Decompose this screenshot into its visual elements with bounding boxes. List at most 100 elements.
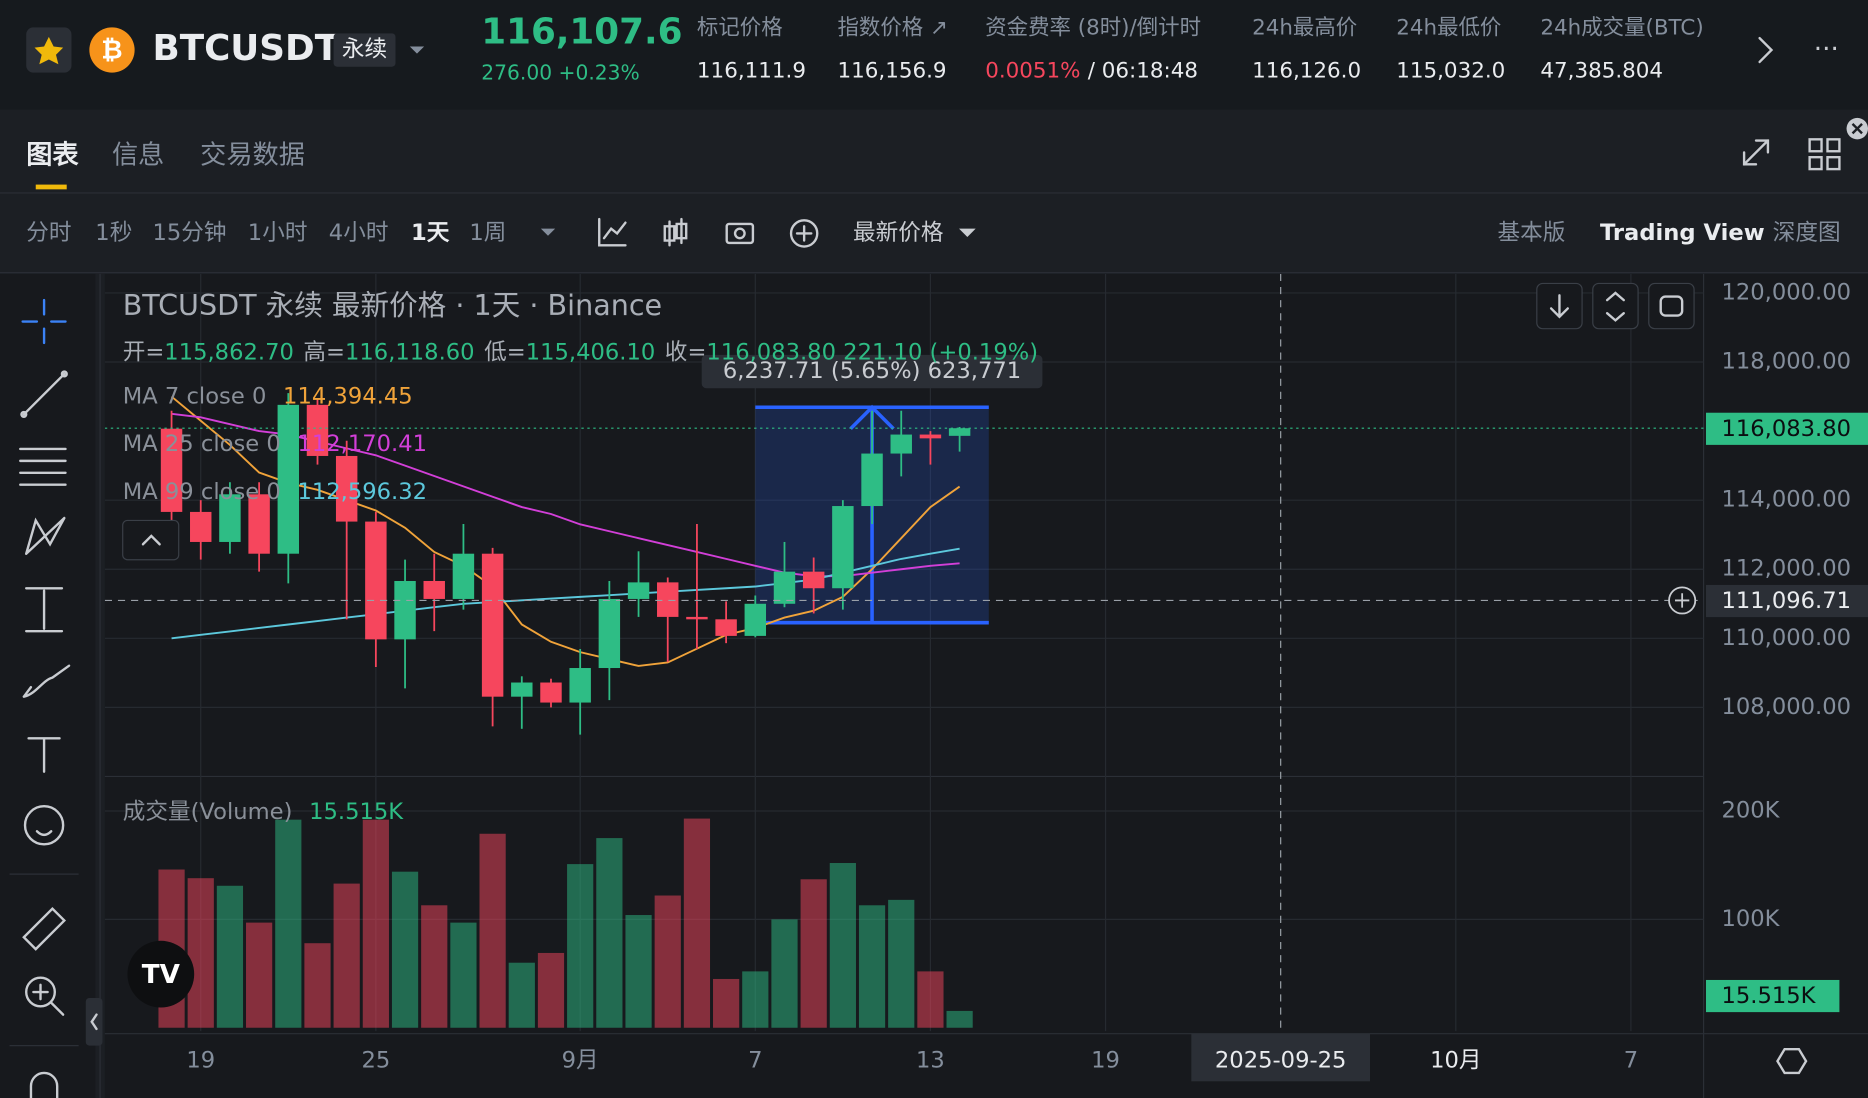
indicator-icon[interactable] [789, 219, 819, 248]
ohlc-label: 高= [303, 339, 345, 365]
chart-buttons[interactable] [1536, 282, 1695, 330]
volume-bar [625, 915, 652, 1028]
stat-value: 0.0051% / 06:18:48 [985, 58, 1198, 83]
axis-settings[interactable] [1776, 1047, 1808, 1075]
more-menu[interactable]: ··· [1814, 35, 1839, 65]
line-chart-icon[interactable] [598, 217, 627, 247]
volume-bar [917, 971, 944, 1028]
header-bg [0, 0, 1868, 105]
collapse-tools[interactable] [85, 997, 103, 1046]
fullscreen-icon[interactable] [1742, 139, 1770, 166]
y-tick-label: 110,000.00 [1721, 625, 1851, 651]
collapse-legend[interactable] [122, 519, 180, 561]
ma-value: 112,596.32 [297, 478, 427, 504]
scroll-right[interactable] [1758, 36, 1774, 64]
price-type[interactable]: 最新价格 [853, 220, 944, 246]
candle-body [773, 571, 796, 604]
candle-body [890, 434, 912, 454]
measure-label: 6,237.71 (5.65%) 623,771 [723, 358, 1021, 384]
stat-label: 资金费率 (8时)/倒计时 [985, 16, 1201, 41]
x-tick-label: 19 [186, 1048, 215, 1074]
tool-column [0, 273, 96, 1098]
stat-value: 47,385.804 [1540, 58, 1663, 83]
candle-body [160, 428, 183, 512]
stat-label: 24h最高价 [1252, 16, 1357, 41]
volume-bar [246, 922, 273, 1028]
stat-value: 115,032.0 [1396, 58, 1505, 83]
y-tick-label: 112,000.00 [1721, 556, 1851, 582]
ohlc-label: 收= [665, 339, 707, 365]
candle-body [627, 582, 650, 599]
candle-body [423, 580, 445, 599]
crosshair-price-box [1705, 584, 1868, 618]
view-option[interactable]: 基本版 [1497, 220, 1565, 246]
layout-icon[interactable] [1808, 138, 1841, 171]
view-option[interactable]: 深度图 [1773, 220, 1841, 246]
volume-legend: 成交量(Volume) 15.515K [123, 799, 405, 825]
candle-body [744, 603, 767, 636]
stat-label: 24h最低价 [1396, 16, 1501, 41]
btc-glyph: ₿ [101, 36, 122, 66]
volume-title: 成交量(Volume) [123, 799, 293, 825]
stat-label: 标记价格 [697, 16, 783, 41]
ohlc-label: 开= [123, 339, 165, 365]
tab[interactable]: 交易数据 [200, 141, 305, 171]
drawing-tools[interactable] [19, 298, 71, 1098]
volume-bar [888, 899, 915, 1028]
candle-body [598, 598, 621, 669]
view-option[interactable]: Trading View [1600, 220, 1765, 246]
volume-bar [508, 962, 535, 1028]
star-icon [34, 36, 64, 65]
stat-label: 指数价格 ↗ [838, 16, 948, 41]
symbol[interactable]: BTCUSDT [152, 28, 339, 69]
volume-bar [567, 864, 594, 1028]
interval[interactable]: 15分钟 [152, 220, 226, 246]
tab[interactable]: 信息 [112, 141, 164, 171]
candle-body [861, 453, 883, 507]
more-intervals[interactable] [540, 228, 556, 236]
x-tick-label: 7 [1624, 1048, 1638, 1074]
ohlc-value: 116,083.80 221.10 (+0.19%) [706, 339, 1038, 365]
volume-tick-label: 100K [1721, 906, 1780, 932]
interval[interactable]: 分时 [26, 220, 71, 246]
crosshair-date: 2025-09-25 [1215, 1048, 1347, 1074]
y-tick-label: 118,000.00 [1721, 349, 1851, 375]
interval[interactable]: 1天 [411, 220, 450, 246]
volume-bar [450, 922, 477, 1028]
close-icon [1851, 123, 1863, 135]
volume-bar [187, 878, 214, 1028]
crosshair-price: 111,096.71 [1721, 588, 1851, 614]
interval[interactable]: 1周 [469, 220, 506, 246]
interval[interactable]: 4小时 [329, 220, 389, 246]
dropdown-icon[interactable] [409, 46, 425, 54]
interval[interactable]: 1小时 [248, 220, 308, 246]
ma-legend: MA 99 close 0 112,596.32 [123, 478, 427, 504]
candle-icon[interactable] [663, 217, 688, 247]
candle-body [277, 404, 300, 554]
volume-bar [683, 818, 711, 1028]
x-tick-label: 25 [361, 1048, 390, 1074]
interval[interactable]: 1秒 [95, 220, 132, 246]
price-change: 276.00 +0.23% [481, 60, 639, 84]
stat-number: 115,032.0 [1396, 58, 1505, 83]
ma-line [171, 547, 960, 640]
candle-body [394, 580, 416, 640]
ohlc-value: 115,406.10 [526, 339, 656, 365]
crosshair-date-box [1191, 1033, 1371, 1082]
volume-bar [829, 863, 856, 1028]
candle-body [715, 619, 737, 636]
tab[interactable]: 图表 [26, 141, 79, 171]
price-type-dropdown[interactable] [959, 228, 976, 237]
volume-bar [858, 905, 886, 1028]
chart-title: BTCUSDT 永续 最新价格 · 1天 · Binance [123, 288, 662, 322]
candle-body [219, 494, 241, 542]
volume-bar [596, 838, 623, 1028]
volume-tick-label: 200K [1721, 797, 1780, 823]
volume-bar [654, 895, 681, 1028]
candle-body [540, 682, 562, 703]
stat-extra: / 06:18:48 [1088, 58, 1198, 83]
camera-icon[interactable] [725, 222, 755, 245]
x-tick-label: 10月 [1430, 1048, 1481, 1074]
candle-body [190, 511, 212, 542]
ma-line [170, 395, 961, 667]
